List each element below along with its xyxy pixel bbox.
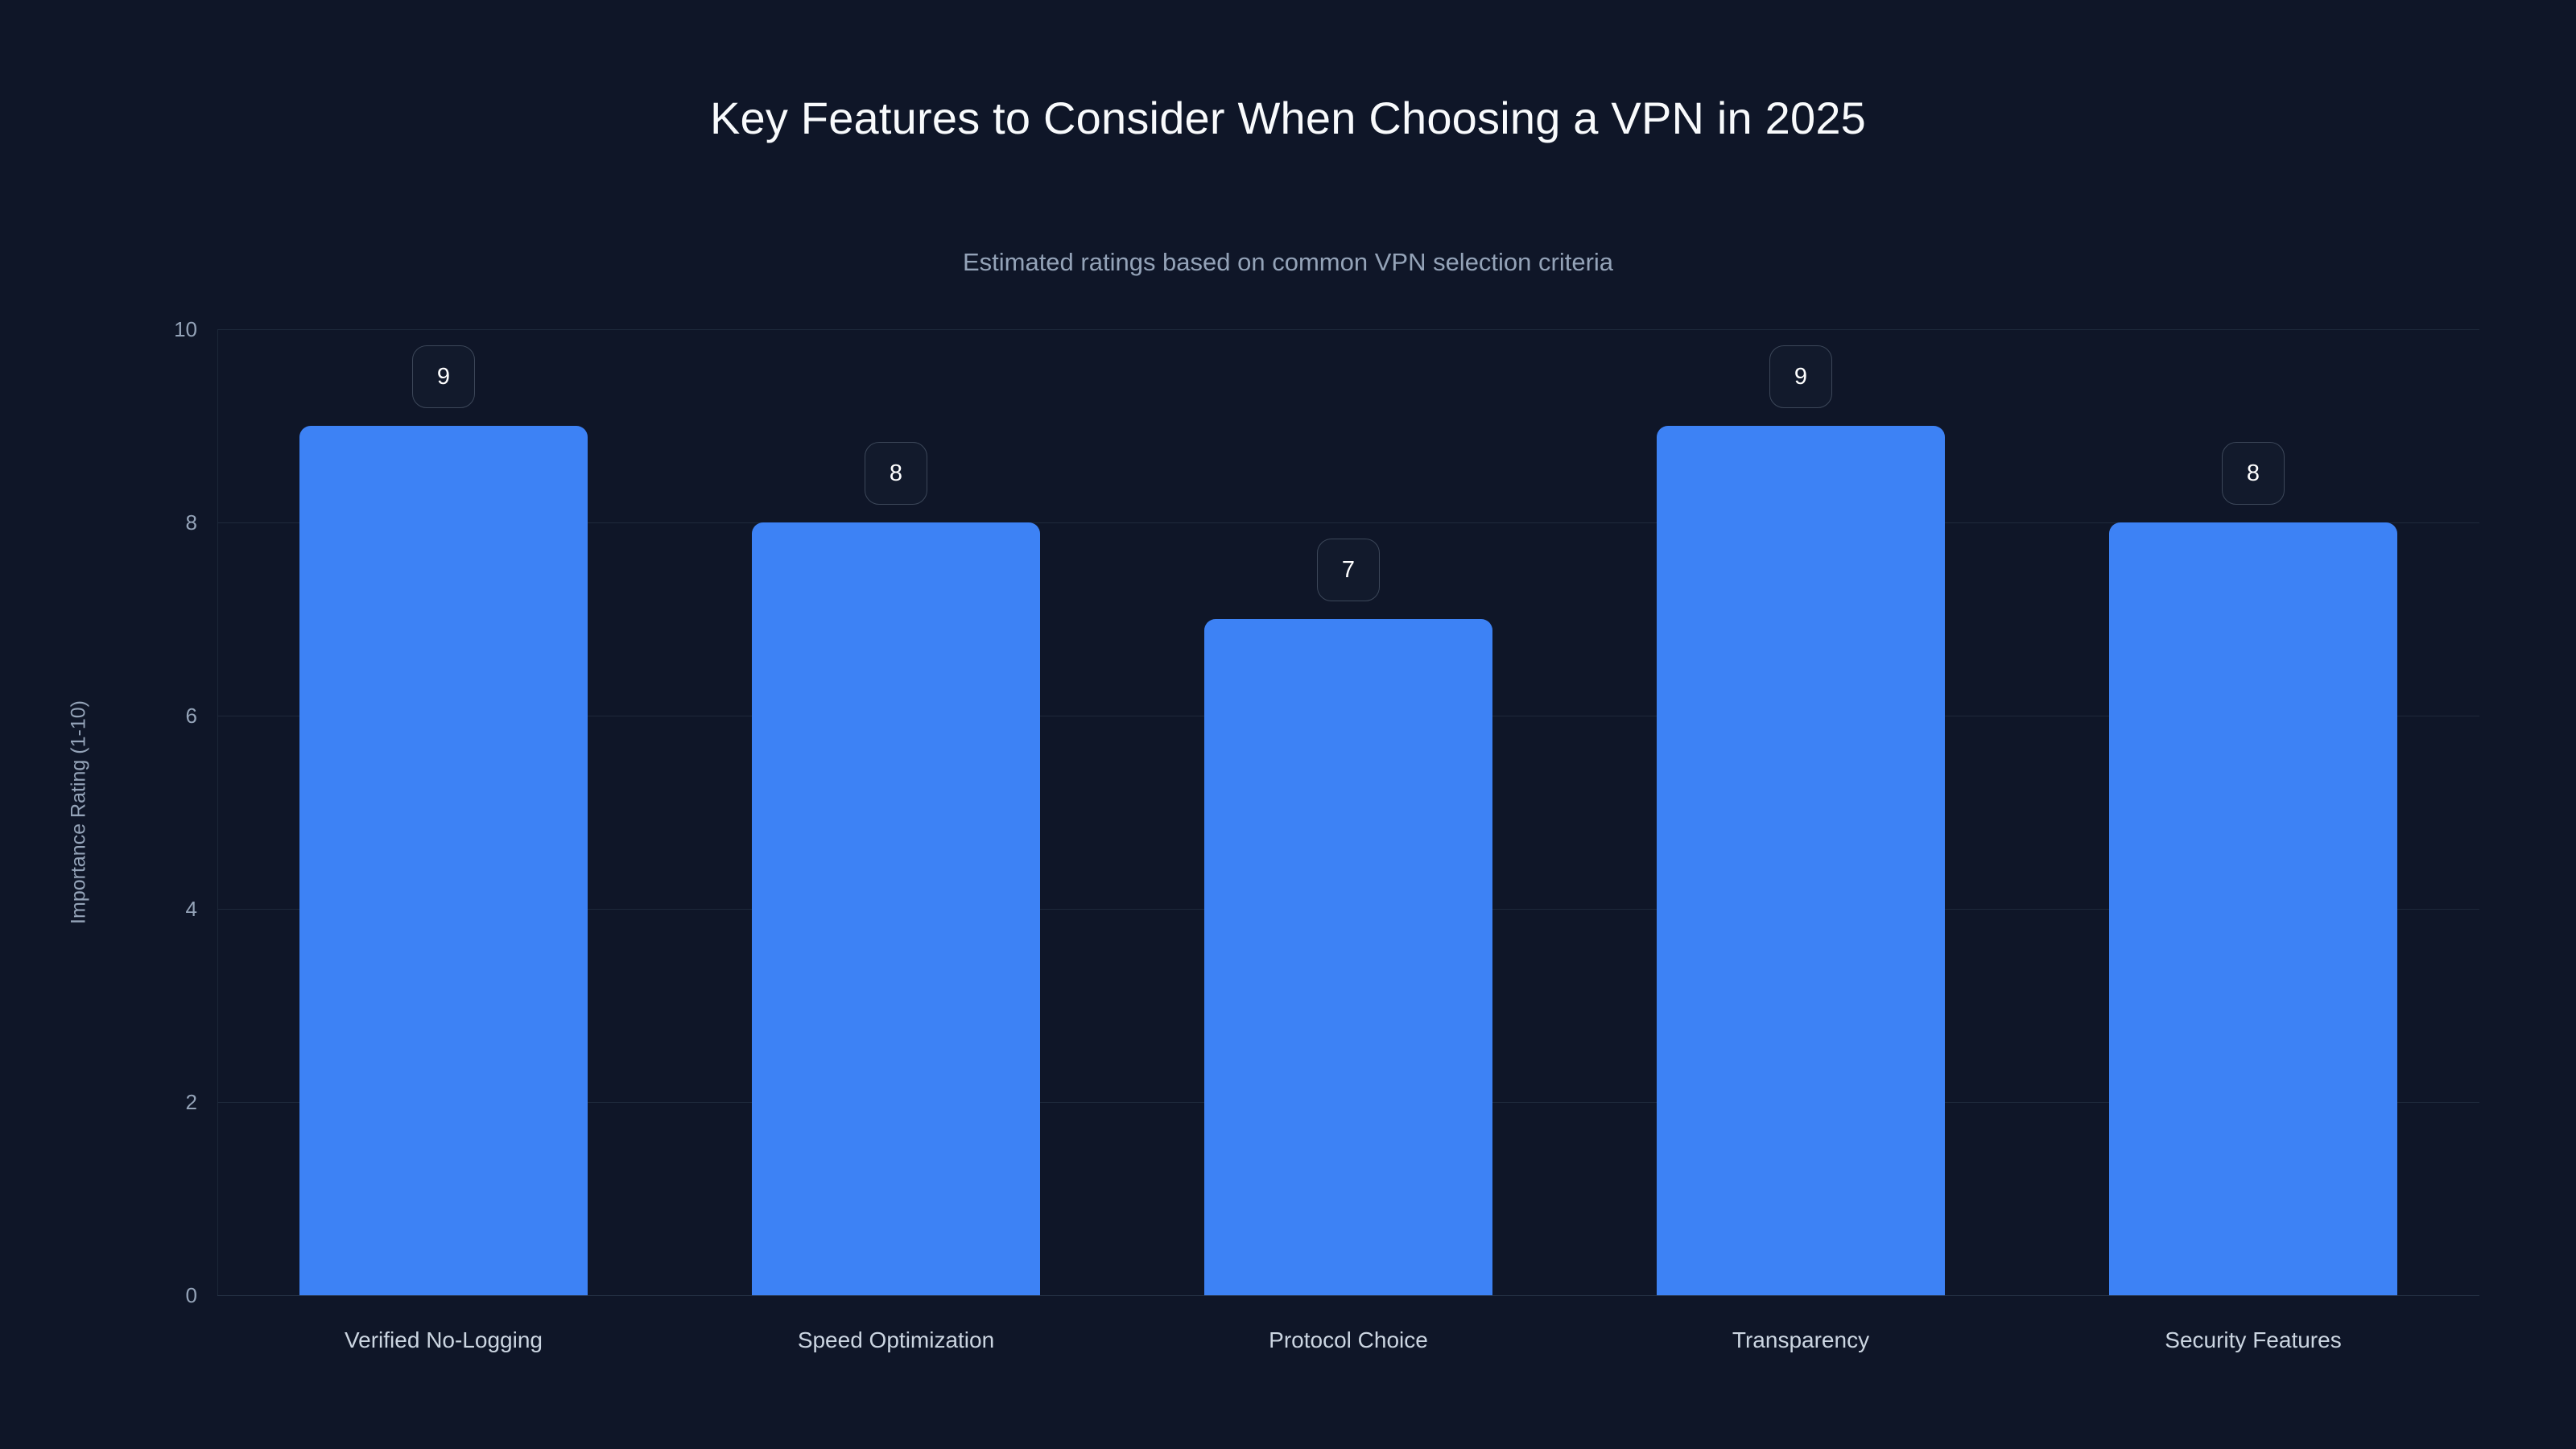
x-axis-category-label: Security Features [2165, 1327, 2342, 1352]
y-axis-tick-label: 2 [185, 1090, 197, 1114]
y-axis-title: Importance Rating (1-10) [67, 700, 90, 924]
y-axis-tick-label: 0 [185, 1283, 197, 1307]
gridline [217, 1295, 2479, 1296]
gridline [217, 329, 2479, 330]
x-axis-category-label: Verified No-Logging [345, 1327, 543, 1352]
bar-value-badge: 8 [2222, 442, 2285, 505]
x-axis-category-label: Protocol Choice [1269, 1327, 1428, 1352]
x-axis-category-label: Transparency [1732, 1327, 1870, 1352]
bar[interactable] [1204, 619, 1492, 1295]
plot-area [217, 329, 2479, 1296]
chart-subtitle: Estimated ratings based on common VPN se… [962, 248, 1614, 276]
bar[interactable] [299, 426, 588, 1295]
bar-value-badge: 7 [1317, 539, 1380, 601]
chart-title: Key Features to Consider When Choosing a… [709, 93, 1867, 143]
bar-value-badge: 9 [412, 345, 475, 408]
bar-value-badge: 8 [865, 442, 927, 505]
gridline [217, 522, 2479, 523]
y-axis-tick-label: 8 [185, 510, 197, 535]
y-axis-tick-label: 10 [174, 317, 197, 341]
x-axis-category-label: Speed Optimization [797, 1327, 995, 1352]
bar[interactable] [2109, 522, 2397, 1295]
y-axis-spine [217, 329, 218, 1296]
bar[interactable] [752, 522, 1040, 1295]
y-axis-title-container: Importance Rating (1-10) [0, 329, 97, 1295]
bar[interactable] [1657, 426, 1945, 1295]
y-axis-tick-label: 4 [185, 897, 197, 921]
y-axis-tick-label: 6 [185, 704, 197, 728]
bar-value-badge: 9 [1769, 345, 1832, 408]
